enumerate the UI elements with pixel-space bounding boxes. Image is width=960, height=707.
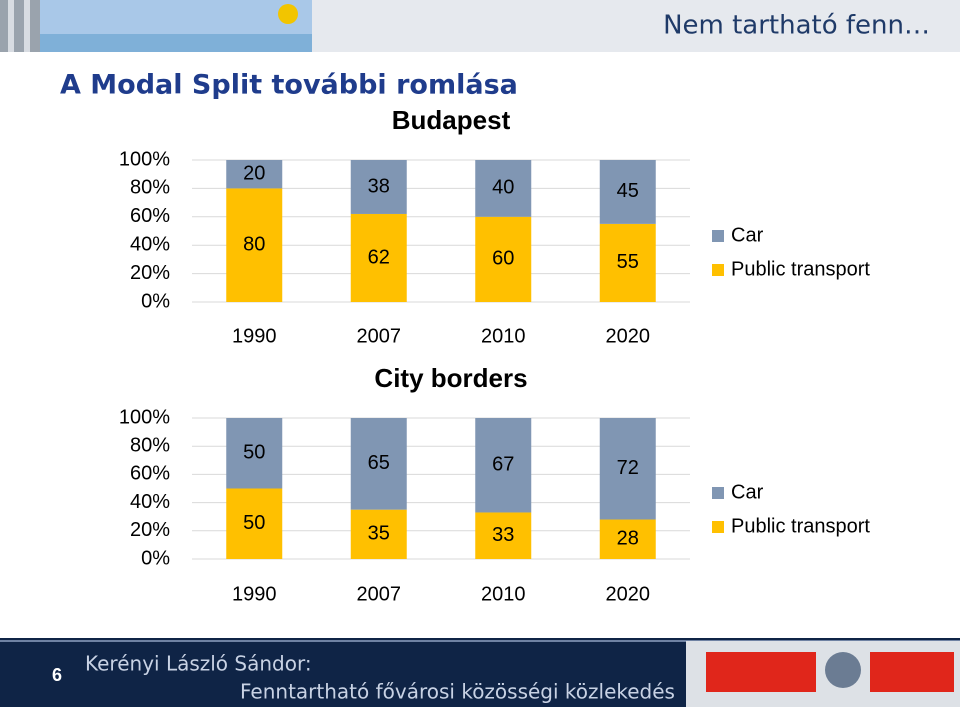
data-label: 72 xyxy=(617,457,639,479)
bar-segment xyxy=(475,512,532,559)
footer-logo-crest xyxy=(825,652,861,688)
chart-title: City borders xyxy=(374,363,527,393)
footer-logo-right xyxy=(870,652,954,692)
legend-label: Car xyxy=(731,224,764,246)
legend-label: Car xyxy=(731,481,764,503)
x-tick-label: 2010 xyxy=(481,583,526,605)
x-tick-label: 2007 xyxy=(357,325,402,347)
data-label: 40 xyxy=(492,177,514,199)
legend-swatch xyxy=(712,521,724,533)
data-label: 45 xyxy=(617,180,639,202)
header-stripe xyxy=(8,0,14,52)
y-tick-label: 60% xyxy=(130,463,170,485)
y-tick-label: 20% xyxy=(130,262,170,284)
legend-label: Public transport xyxy=(731,515,870,537)
y-tick-label: 20% xyxy=(130,519,170,541)
data-label: 50 xyxy=(243,442,265,464)
x-tick-label: 2007 xyxy=(357,583,402,605)
data-label: 50 xyxy=(243,512,265,534)
y-tick-label: 100% xyxy=(119,406,170,428)
bar-segment xyxy=(226,160,283,189)
bar-segment xyxy=(226,488,283,559)
y-tick-label: 100% xyxy=(119,148,170,170)
header-tagline: Nem tartható fenn… xyxy=(663,11,930,41)
slide-title: A Modal Split további romlása xyxy=(60,70,518,101)
header-image-ground xyxy=(40,34,312,52)
x-tick-label: 1990 xyxy=(232,583,277,605)
footer-author: Kerényi László Sándor: xyxy=(85,652,312,676)
y-tick-label: 40% xyxy=(130,491,170,513)
x-tick-label: 2010 xyxy=(481,325,526,347)
y-tick-label: 0% xyxy=(141,547,170,569)
bar-segment xyxy=(599,418,656,520)
footer-subtitle: Fenntartható fővárosi közösségi közleked… xyxy=(240,680,675,704)
y-tick-label: 80% xyxy=(130,177,170,199)
header-logo-sun xyxy=(278,4,298,24)
data-label: 65 xyxy=(368,452,390,474)
bar-segment xyxy=(475,160,532,217)
legend-swatch xyxy=(712,487,724,499)
page-number: 6 xyxy=(52,665,62,685)
header-stripes xyxy=(0,0,40,52)
data-label: 67 xyxy=(492,454,514,476)
data-label: 35 xyxy=(368,523,390,545)
data-label: 62 xyxy=(368,246,390,268)
legend-label: Public transport xyxy=(731,258,870,280)
data-label: 38 xyxy=(368,175,390,197)
y-tick-label: 80% xyxy=(130,434,170,456)
bar-segment xyxy=(599,160,656,224)
bar-segment xyxy=(350,509,407,559)
data-label: 20 xyxy=(243,162,265,184)
header-stripe xyxy=(24,0,30,52)
legend-swatch xyxy=(712,230,724,242)
y-tick-label: 40% xyxy=(130,233,170,255)
bar-segment xyxy=(350,213,407,302)
bar-segment xyxy=(599,223,656,302)
x-tick-label: 2020 xyxy=(606,583,651,605)
bar-segment xyxy=(350,160,407,214)
x-tick-label: 2020 xyxy=(606,325,651,347)
chart-title: Budapest xyxy=(392,105,511,135)
bar-segment xyxy=(226,188,283,302)
x-tick-label: 1990 xyxy=(232,325,277,347)
bar-segment xyxy=(599,519,656,559)
data-label: 80 xyxy=(243,233,265,255)
legend-swatch xyxy=(712,264,724,276)
bar-segment xyxy=(475,418,532,513)
data-label: 28 xyxy=(617,528,639,550)
y-tick-label: 60% xyxy=(130,205,170,227)
data-label: 55 xyxy=(617,251,639,273)
data-label: 60 xyxy=(492,248,514,270)
footer-logo-left xyxy=(706,652,816,692)
bar-segment xyxy=(475,216,532,302)
bar-segment xyxy=(226,418,283,489)
bar-segment xyxy=(350,418,407,510)
y-tick-label: 0% xyxy=(141,290,170,312)
data-label: 33 xyxy=(492,524,514,546)
